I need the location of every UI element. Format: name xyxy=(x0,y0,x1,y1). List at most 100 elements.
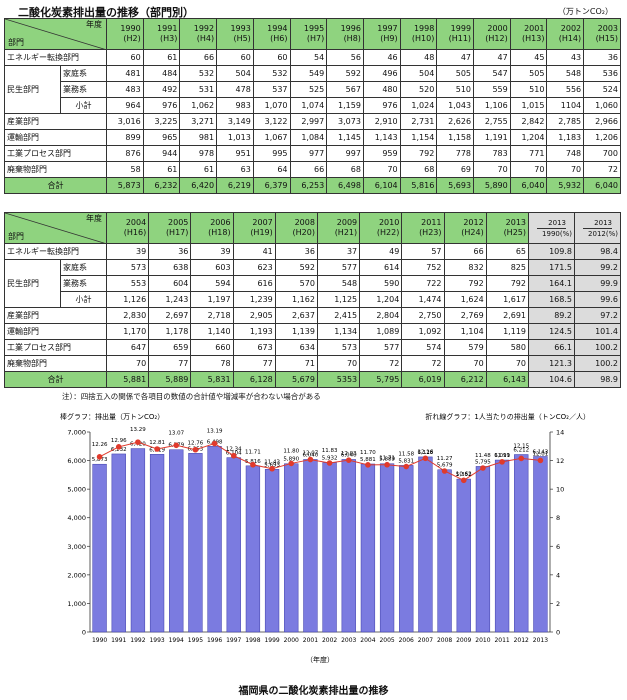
cell-business: 792 xyxy=(443,275,487,292)
cell-total: 6,212 xyxy=(443,371,487,388)
year-header-2011: 2011 (H23) xyxy=(401,212,445,244)
line-value-label: 12.26 xyxy=(92,442,108,448)
year-label: 2011 xyxy=(421,218,442,227)
line-value-label: 11.70 xyxy=(360,450,376,456)
right-tick-label: 2 xyxy=(556,600,560,608)
cell-transport: 1,158 xyxy=(436,129,475,146)
cell-total: 6,040 xyxy=(509,177,548,194)
bar xyxy=(226,457,241,633)
bar xyxy=(456,478,471,633)
year-header-2001: 2001 (H13) xyxy=(509,18,548,50)
cell-subtotal: 1,043 xyxy=(436,97,475,114)
year-header-2000: 2000 (H12) xyxy=(473,18,511,50)
bar xyxy=(533,456,548,633)
bar xyxy=(514,454,529,633)
cell-transport: 899 xyxy=(106,129,144,146)
bar xyxy=(399,465,414,633)
line-value-label: 11.71 xyxy=(379,456,395,462)
era-label: (H7) xyxy=(306,34,325,43)
cell-transport: 124.5 xyxy=(528,323,575,340)
cell-total: 5,679 xyxy=(274,371,318,388)
bar xyxy=(303,459,318,633)
era-label: (H9) xyxy=(380,34,398,43)
line-point xyxy=(96,454,103,460)
x-tick-label: 1999 xyxy=(264,637,279,644)
line-value-label: 12.34 xyxy=(226,447,242,453)
table-row-waste: 廃棄物部門 58 61 61 63 64 66 68 70 68 69 70 70 70 72 xyxy=(4,161,621,178)
unit-label: （万トンCO₂） xyxy=(557,7,613,16)
cell-industry: 3,073 xyxy=(326,113,364,130)
year-header-2002: 2002 (H14) xyxy=(546,18,585,50)
line-value-label: 11.58 xyxy=(398,452,414,458)
bar-value-label: 6,019 xyxy=(494,453,510,459)
cell-transport: 1,134 xyxy=(316,323,361,340)
year-header-1998: 1998 (H10) xyxy=(399,18,438,50)
left-tick-label: 2,000 xyxy=(67,571,86,579)
cell-household: 592 xyxy=(326,65,364,82)
cell-transport: 1,154 xyxy=(399,129,438,146)
cell-business: 531 xyxy=(179,81,218,98)
cell-energy: 48 xyxy=(399,49,438,66)
line-value-label: 10.62 xyxy=(456,471,472,477)
cell-industry: 2,910 xyxy=(362,113,401,130)
cell-waste: 71 xyxy=(274,355,318,372)
bar-value-label: 5,831 xyxy=(398,458,414,464)
cell-business: 480 xyxy=(362,81,401,98)
corner-sector-label: 部門 xyxy=(8,232,24,241)
x-tick-label: 1994 xyxy=(169,637,184,644)
year-label: 2010 xyxy=(378,218,400,227)
cell-energy: 46 xyxy=(362,49,401,66)
cell-business: 520 xyxy=(399,81,438,98)
cell-transport: 1,193 xyxy=(232,323,276,340)
row-label-subtotal: 小計 xyxy=(60,97,107,114)
x-tick-label: 1993 xyxy=(149,637,164,644)
cell-subtotal: 964 xyxy=(106,97,144,114)
cell-waste: 70 xyxy=(485,355,530,372)
line-value-label: 12.96 xyxy=(111,438,127,444)
left-tick-label: 5,000 xyxy=(67,486,86,494)
bar-value-label: 5,679 xyxy=(437,463,453,469)
row-label-energy: エネルギー転換部門 xyxy=(4,49,107,66)
x-tick-label: 1991 xyxy=(111,637,126,644)
era-label: (H25) xyxy=(503,228,526,237)
bar xyxy=(494,459,510,633)
cell-industry: 2,842 xyxy=(509,113,548,130)
year-label: 2009 xyxy=(336,218,358,227)
ratio-denominator: 2012(%) xyxy=(577,229,618,239)
bar-value-label: 5,353 xyxy=(456,472,472,478)
row-label-business: 業務系 xyxy=(60,81,107,98)
table-row-industry: 産業部門 2,830 2,697 2,718 2,905 2,637 2,415 2,804 2… xyxy=(4,307,621,324)
cell-transport: 1,092 xyxy=(401,323,445,340)
left-tick-label: 0 xyxy=(82,629,86,637)
x-tick-label: 2009 xyxy=(456,637,471,644)
row-label-transport: 運輸部門 xyxy=(4,323,107,340)
cell-household: 548 xyxy=(546,65,585,82)
cell-process: 977 xyxy=(289,145,328,162)
line-value-label: 11.91 xyxy=(494,453,510,459)
line-point xyxy=(154,446,160,452)
cell-energy: 57 xyxy=(401,243,445,260)
cell-household: 505 xyxy=(436,65,475,82)
cell-process: 771 xyxy=(509,145,548,162)
ratio-denominator: 1990(%) xyxy=(531,229,572,239)
cell-business: 492 xyxy=(142,81,181,98)
cell-energy: 43 xyxy=(546,49,585,66)
table-row-energy: エネルギー転換部門 60 61 66 60 60 54 56 46 48 47 47 45 43 36 xyxy=(4,49,621,66)
left-tick-label: 1,000 xyxy=(67,600,86,608)
bar xyxy=(169,449,184,633)
year-header-2004: 2004 (H16) xyxy=(105,212,150,244)
cell-business: 99.9 xyxy=(574,275,621,292)
bar-value-label: 5,873 xyxy=(92,457,108,463)
right-axis-title: 折れ線グラフ：1人当たりの排出量（トンCO₂／人） xyxy=(425,412,590,421)
year-header-2013: 2013 (H25) xyxy=(485,212,530,244)
line-point xyxy=(384,461,390,468)
year-label: 1995 xyxy=(303,24,325,33)
cell-waste: 77 xyxy=(232,355,276,372)
cell-transport: 1,206 xyxy=(583,129,621,146)
cell-household: 481 xyxy=(106,65,144,82)
cell-process: 959 xyxy=(362,145,401,162)
bar xyxy=(149,454,165,633)
cell-transport: 1,119 xyxy=(485,323,530,340)
line-point xyxy=(288,460,295,467)
line-value-label: 11.48 xyxy=(475,453,491,459)
